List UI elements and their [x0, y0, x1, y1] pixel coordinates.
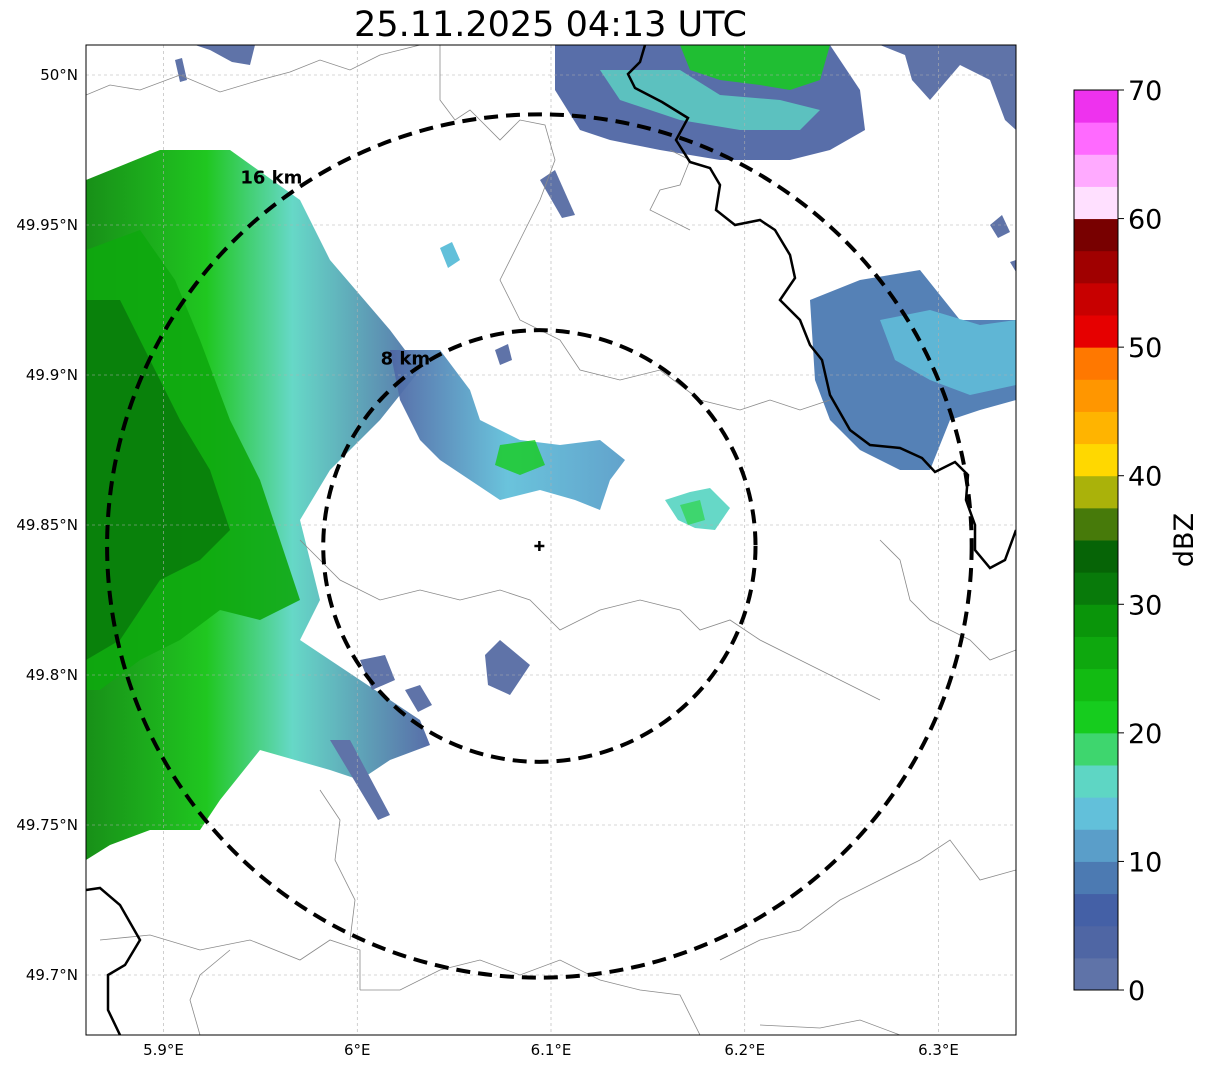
echo-west-dark-core	[86, 300, 230, 660]
range-ring	[321, 328, 758, 764]
country-borders	[86, 45, 1016, 1035]
colorbar-tick-label: 40	[1128, 462, 1162, 493]
colorbar-segment	[1074, 122, 1118, 155]
lon-tick-label: 6.2°E	[724, 1041, 765, 1059]
colorbar-segment	[1074, 765, 1118, 798]
echo-central-green	[495, 440, 545, 475]
colorbar-segment	[1074, 668, 1118, 702]
colorbar-segment	[1074, 411, 1118, 445]
colorbar-segment	[1074, 700, 1118, 734]
lat-tick-label: 49.7°N	[26, 966, 78, 984]
range-ring	[105, 112, 974, 980]
lat-lon-gridlines	[86, 45, 1016, 1035]
colorbar-tick-label: 0	[1128, 976, 1145, 1007]
colorbar-segment	[1074, 315, 1118, 348]
radar-reflectivity-layer	[86, 45, 1016, 860]
colorbar-frame	[1073, 89, 1119, 991]
echo-north-tiny	[440, 242, 460, 268]
colorbar: 0 10 20 30 40 50 60 70 dBZ	[1073, 76, 1200, 1007]
colorbar-tick-label: 30	[1128, 590, 1162, 621]
echo-north-cyan	[600, 70, 820, 130]
map-title: 25.11.2025 04:13 UTC	[354, 5, 747, 45]
lat-tick-label: 50°N	[40, 66, 78, 84]
colorbar-segment	[1074, 893, 1118, 927]
echo-southwest-streak	[330, 655, 432, 820]
colorbar-segment	[1074, 347, 1118, 380]
colorbar-segment	[1074, 572, 1118, 605]
lon-tick-label: 6.1°E	[531, 1041, 572, 1059]
longitude-tick-labels: 5.9°E 6°E 6.1°E 6.2°E 6.3°E	[143, 1041, 959, 1059]
echo-small-blob	[495, 344, 512, 365]
colorbar-segment	[1074, 90, 1118, 123]
colorbar-tick-label: 10	[1128, 847, 1162, 878]
echo-top-left-specks	[175, 45, 255, 82]
colorbar-segment	[1074, 250, 1118, 284]
lat-tick-label: 49.75°N	[16, 816, 78, 834]
colorbar-tick-label: 70	[1128, 76, 1162, 107]
colorbar-segment	[1074, 861, 1118, 895]
colorbar-segment	[1074, 475, 1118, 509]
echo-right-speck	[990, 215, 1016, 272]
map-plot-area[interactable]: 8 km 16 km	[86, 45, 1016, 1035]
colorbar-segment	[1074, 218, 1118, 252]
lat-tick-label: 49.95°N	[16, 216, 78, 234]
echo-top-right-specks	[880, 45, 1016, 130]
colorbar-segment	[1074, 732, 1118, 766]
colorbar-segment	[1074, 186, 1118, 220]
colorbar-segment	[1074, 282, 1118, 316]
colorbar-segment	[1074, 507, 1118, 541]
echo-small-cell-south	[485, 640, 530, 695]
map-frame	[85, 44, 1017, 1036]
lat-tick-label: 49.9°N	[26, 366, 78, 384]
colorbar-segment	[1074, 797, 1118, 830]
colorbar-segment	[1074, 925, 1118, 959]
colorbar-tick-label: 20	[1128, 719, 1162, 750]
colorbar-segment	[1074, 154, 1118, 187]
echo-small-cell-east-core	[680, 500, 705, 525]
colorbar-segment	[1074, 957, 1118, 991]
radar-site-marker	[534, 541, 545, 551]
lat-tick-label: 49.85°N	[16, 516, 78, 534]
colorbar-tick-label: 50	[1128, 333, 1162, 364]
colorbar-segment	[1074, 604, 1118, 637]
colorbar-segment	[1074, 540, 1118, 573]
colorbar-label: dBZ	[1169, 513, 1200, 567]
admin-boundaries	[86, 45, 1016, 1035]
range-ring-label: 8 km	[381, 349, 431, 370]
colorbar-segment	[1074, 443, 1118, 477]
lon-tick-label: 6°E	[344, 1041, 371, 1059]
lon-tick-label: 6.3°E	[918, 1041, 959, 1059]
echo-north-core	[680, 45, 830, 90]
latitude-tick-labels: 50°N 49.95°N 49.9°N 49.85°N 49.8°N 49.75°N 49.…	[16, 66, 78, 984]
echo-north-isolated	[540, 170, 575, 218]
colorbar-segment	[1074, 829, 1118, 862]
range-ring-label: 16 km	[240, 167, 302, 188]
range-rings: 8 km 16 km	[105, 112, 974, 980]
colorbar-segment	[1074, 636, 1118, 670]
echo-central-line	[390, 350, 625, 510]
colorbar-segment	[1074, 379, 1118, 412]
colorbar-tick-label: 60	[1128, 205, 1162, 236]
lat-tick-label: 49.8°N	[26, 666, 78, 684]
lon-tick-label: 5.9°E	[143, 1041, 184, 1059]
